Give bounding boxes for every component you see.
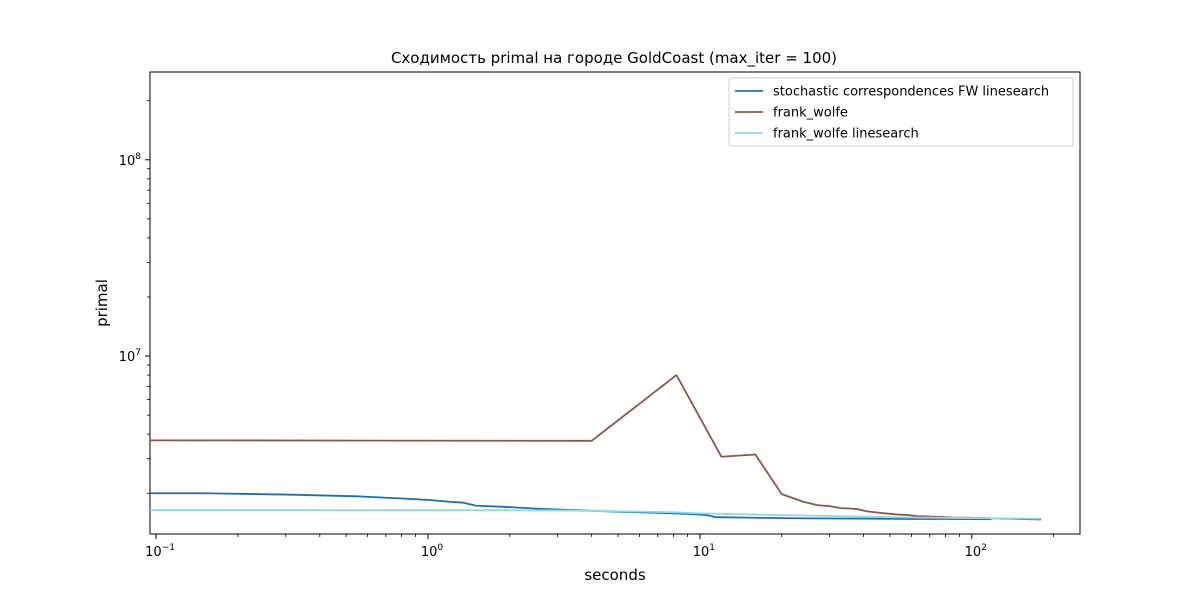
chart-title: Сходимость primal на городе GoldCoast (m…	[391, 49, 837, 68]
legend-label-3: frank_wolfe linesearch	[773, 127, 919, 142]
series-line-1	[150, 492, 992, 521]
series-layer	[149, 374, 1042, 521]
ticks-layer: 10−1 100 101 102 107 108	[119, 100, 1055, 560]
legend-label-2: frank_wolfe	[773, 106, 848, 121]
y-tick-label: 107	[119, 348, 141, 365]
x-tick-label: 102	[965, 543, 987, 560]
y-axis-label: primal	[93, 279, 111, 327]
y-tick-label: 108	[119, 152, 142, 169]
x-tick-label: 101	[693, 543, 715, 560]
x-tick-label: 100	[421, 543, 444, 560]
series-line-2	[149, 374, 1042, 521]
plot-area	[149, 71, 1081, 535]
x-axis-label: seconds	[584, 566, 645, 584]
legend-label-1: stochastic correspondences FW linesearch	[773, 85, 1049, 100]
legend: stochastic correspondences FW linesearch…	[728, 77, 1074, 147]
x-tick-label: 10−1	[145, 543, 175, 560]
legend-frame	[728, 77, 1074, 147]
series-line-3	[150, 509, 1042, 520]
